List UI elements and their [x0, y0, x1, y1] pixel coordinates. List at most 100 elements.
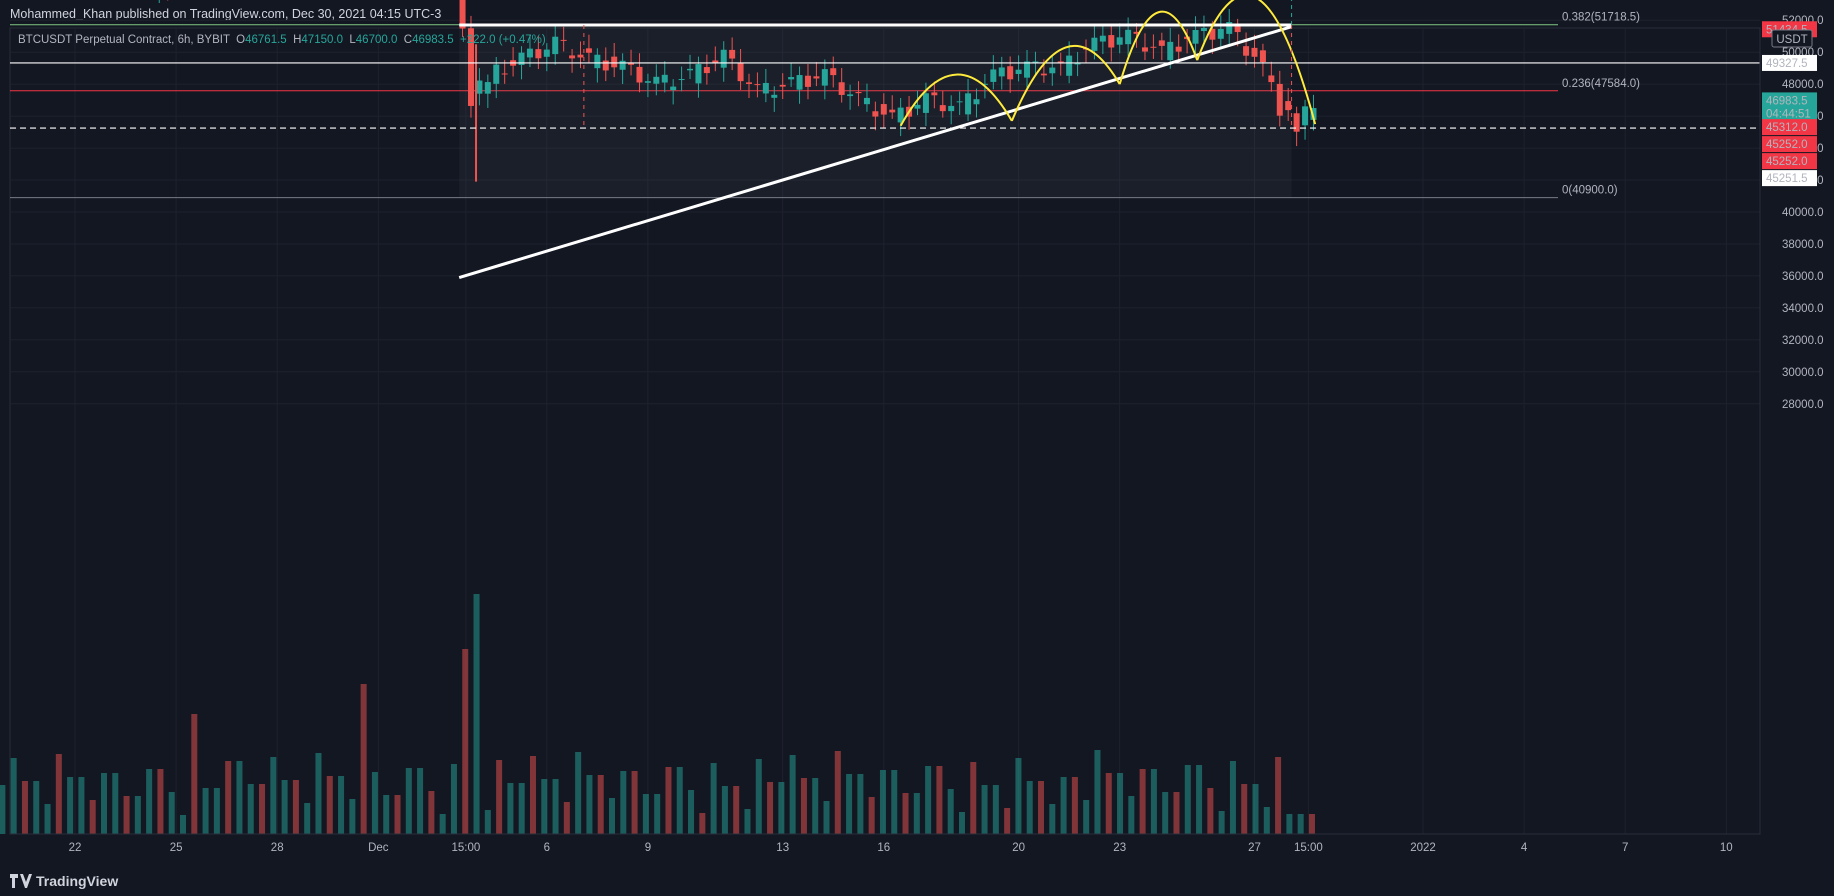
candle-body: [855, 91, 862, 94]
volume-bar: [146, 769, 153, 834]
candle-body: [1268, 75, 1275, 83]
volume-bar: [778, 782, 785, 834]
candle-body: [619, 60, 626, 70]
price-label-tag[interactable]: [1762, 153, 1817, 170]
price-label-tag[interactable]: [1762, 119, 1817, 136]
volume-bar: [191, 714, 198, 834]
volume-bar: [642, 794, 649, 834]
candle-body: [1007, 66, 1014, 80]
x-tick-label: 6: [544, 842, 550, 854]
y-tick-label: 48000.0: [1782, 79, 1824, 91]
volume-bar: [383, 795, 390, 834]
volume-bar: [1150, 769, 1157, 834]
volume-bar: [259, 784, 266, 834]
price-label-tag[interactable]: [1762, 54, 1817, 71]
volume-bar: [213, 788, 220, 834]
candle-body: [577, 54, 584, 58]
candle-body: [720, 49, 727, 68]
volume-bar: [1229, 761, 1236, 834]
volume-bar: [857, 774, 864, 834]
candle-body: [880, 104, 887, 115]
candle-body: [1158, 40, 1165, 46]
price-label-tag[interactable]: [1762, 170, 1817, 187]
y-tick-label: 34000.0: [1782, 303, 1824, 315]
volume-bar: [405, 768, 412, 834]
y-tick-label: 32000.0: [1782, 335, 1824, 347]
volume-bar: [981, 785, 988, 834]
candle-body: [1049, 67, 1056, 74]
volume-bar: [1263, 807, 1270, 834]
candle-body: [467, 28, 474, 106]
volume-bar: [710, 763, 717, 834]
price-label-tag[interactable]: [1762, 92, 1817, 121]
y-tick-label: 36000.0: [1782, 271, 1824, 283]
candle-body: [948, 105, 955, 112]
candle-body: [1074, 63, 1081, 65]
candle-body: [687, 68, 694, 71]
volume-bar: [1049, 804, 1056, 834]
x-tick-label: 4: [1521, 842, 1528, 854]
candle-body: [611, 56, 618, 68]
volume-bar: [168, 792, 175, 834]
volume-bar: [812, 778, 819, 834]
tradingview-logo[interactable]: TradingView: [10, 873, 118, 889]
candle-body: [585, 48, 592, 53]
candle-body: [872, 111, 879, 117]
pattern-arc-4[interactable]: [1196, 0, 1317, 125]
volume-bar: [496, 760, 503, 834]
trendline[interactable]: [458, 25, 1293, 279]
candle-body: [746, 82, 752, 84]
volume-bar: [21, 781, 28, 834]
y-tick-label: 40000.0: [1782, 207, 1824, 219]
countdown-text: 04:44:51: [1766, 108, 1811, 120]
candle-body: [1150, 46, 1157, 48]
volume-bar: [586, 775, 593, 834]
candle-body: [1015, 69, 1022, 75]
volume-bar: [473, 594, 480, 834]
x-tick-label: 16: [877, 842, 890, 854]
candle-body: [1302, 106, 1309, 126]
pattern-arc-1[interactable]: [899, 73, 1013, 127]
volume-bar: [270, 757, 277, 834]
pattern-arc-3[interactable]: [1118, 10, 1199, 85]
volume-bar: [529, 756, 536, 834]
candle-body: [931, 92, 938, 96]
candle-body: [1234, 26, 1241, 33]
volume-bar: [1286, 814, 1293, 834]
volume-bar: [450, 764, 457, 834]
candle-body: [501, 73, 508, 75]
volume-bar: [1241, 784, 1248, 834]
volume-bar: [507, 783, 514, 834]
volume-bar: [100, 773, 107, 834]
candle-body: [1175, 46, 1182, 52]
pattern-arc-2[interactable]: [1010, 44, 1121, 122]
candle-body: [1108, 35, 1115, 48]
volume-bar: [1207, 788, 1214, 834]
volume-bar: [281, 780, 288, 834]
chart-pane[interactable]: [9, 27, 1761, 835]
candle-body: [1217, 28, 1224, 39]
candle-body: [476, 80, 483, 94]
candle-body: [956, 101, 963, 103]
legend-symbol: BTCUSDT Perpetual Contract, 6h, BYBIT: [18, 34, 230, 46]
volume-bar: [1015, 758, 1022, 834]
x-tick-label: 23: [1113, 842, 1126, 854]
volume-bar: [1297, 814, 1304, 834]
candle-body: [1209, 28, 1216, 40]
candle-body: [914, 104, 921, 109]
candle-body: [653, 76, 660, 84]
price-label-tag[interactable]: [1762, 136, 1817, 153]
volume-bar: [55, 754, 62, 834]
candle-body: [889, 109, 896, 113]
price-label-text: 45252.0: [1766, 156, 1808, 168]
legend-low: 46700.0: [355, 34, 398, 46]
volume-bar: [1060, 777, 1067, 834]
candle-body: [1066, 55, 1073, 76]
currency-badge[interactable]: [1771, 29, 1813, 48]
volume-bar: [902, 793, 909, 834]
volume-bar: [688, 790, 695, 834]
volume-bar: [721, 786, 728, 834]
price-chart[interactable]: 0.786(63160.0)0.618(58402.0)0.5(55060.5)…: [0, 0, 1834, 866]
price-label-text: 45252.0: [1766, 139, 1808, 151]
volume-bar: [620, 771, 627, 834]
